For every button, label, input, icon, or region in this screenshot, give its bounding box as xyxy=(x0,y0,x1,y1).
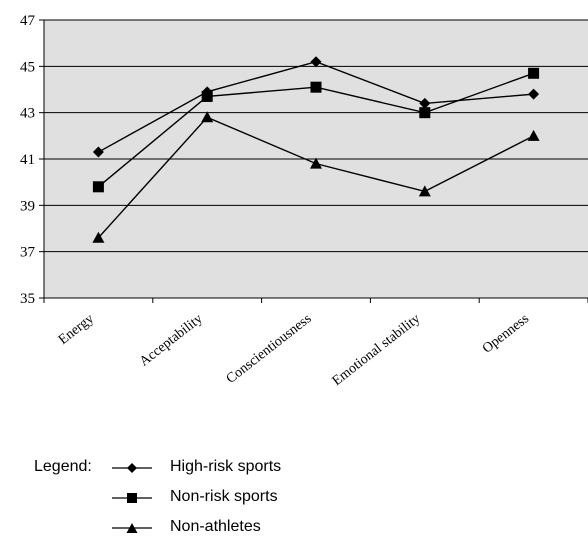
series-non-risk-sports xyxy=(92,67,540,193)
triangle-marker-icon xyxy=(112,523,152,533)
data-point xyxy=(418,185,431,197)
data-point xyxy=(92,146,104,158)
legend-label: High-risk sports xyxy=(170,458,282,475)
y-tick-label: 35 xyxy=(20,291,35,307)
data-point xyxy=(310,157,322,169)
data-point xyxy=(419,107,431,119)
data-point xyxy=(528,88,540,100)
legend-title: Legend: xyxy=(34,458,92,475)
x-tick-label: Openness xyxy=(480,311,532,356)
y-tick-label: 41 xyxy=(20,152,35,168)
data-point xyxy=(310,56,322,68)
x-tick-label: Acceptability xyxy=(137,311,206,369)
y-tick-label: 43 xyxy=(20,106,35,122)
data-point xyxy=(528,67,540,79)
line-chart: 35 37 39 41 43 45 47 Energy Acceptability Consci… xyxy=(20,13,588,389)
x-axis-ticks: Energy Acceptability Conscientiousness Emot… xyxy=(43,298,588,389)
diamond-marker-icon xyxy=(112,463,152,473)
y-tick-label: 37 xyxy=(20,245,36,261)
y-tick-label: 47 xyxy=(20,13,36,29)
legend-label: Non-athletes xyxy=(170,518,261,535)
data-point xyxy=(310,81,322,93)
data-point xyxy=(201,111,214,123)
x-tick-label: Energy xyxy=(56,311,97,348)
square-marker-icon xyxy=(112,493,152,503)
x-tick-label: Emotional stability xyxy=(330,311,424,389)
y-axis-ticks: 35 37 39 41 43 45 47 xyxy=(20,13,44,307)
y-tick-label: 45 xyxy=(20,59,35,75)
data-point xyxy=(92,181,104,193)
legend-label: Non-risk sports xyxy=(170,488,278,505)
series-group xyxy=(92,56,540,243)
data-point xyxy=(201,90,213,102)
series-high-risk-sports xyxy=(92,56,540,158)
x-tick-label: Conscientiousness xyxy=(224,311,315,387)
data-point xyxy=(92,231,105,243)
data-point xyxy=(527,129,540,141)
series-non-athletes xyxy=(92,111,540,243)
y-tick-label: 39 xyxy=(20,198,35,214)
data-point xyxy=(419,97,431,109)
